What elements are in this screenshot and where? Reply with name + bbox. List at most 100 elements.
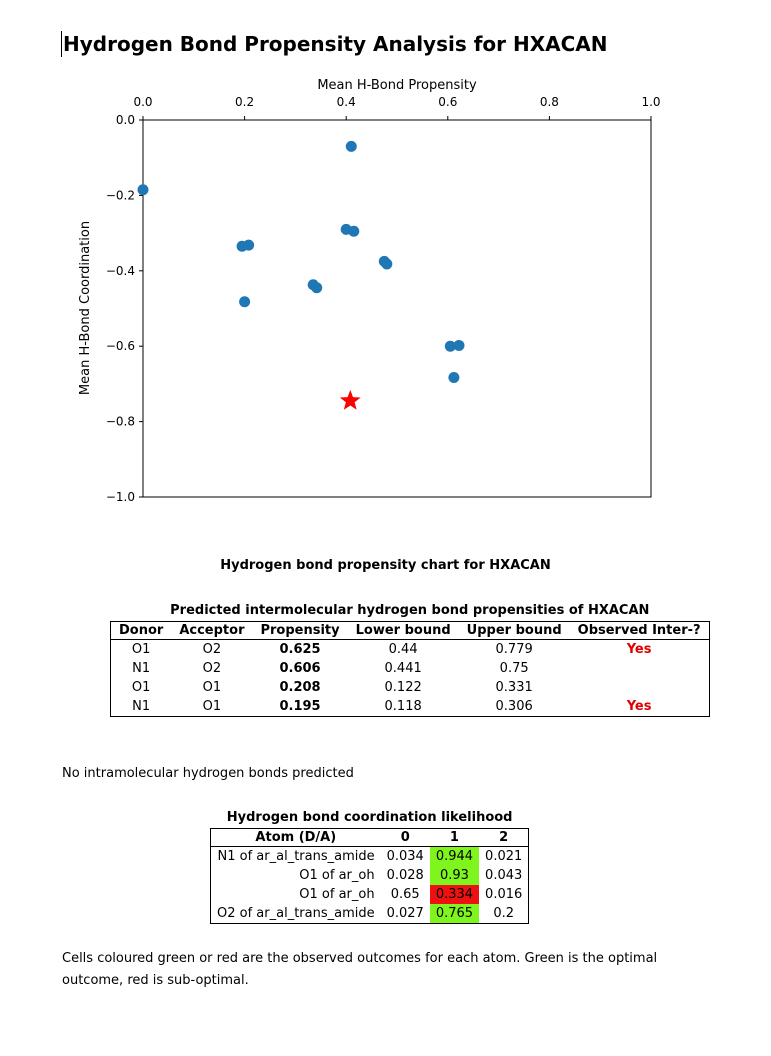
donor-cell: O1 — [131, 642, 151, 657]
header-atom: Atom (D/A) — [210, 828, 381, 847]
coord-1-cell: 0.944 — [429, 846, 480, 866]
data-point — [311, 282, 323, 294]
table-row: N1 O2 0.606 0.441 0.75 — [111, 659, 710, 678]
data-point — [444, 340, 456, 352]
x-axis-label: Mean H-Bond Propensity — [317, 78, 477, 93]
x-tick-label: 1.0 — [641, 95, 660, 109]
x-tick-label: 0.8 — [540, 95, 559, 109]
y-tick-label: −0.4 — [106, 264, 135, 278]
header-donor: Donor — [110, 621, 172, 640]
table-row: O2 of ar_al_trans_amide 0.027 0.765 0.2 — [211, 904, 529, 924]
chart-caption: Hydrogen bond propensity chart for HXACA… — [220, 558, 551, 573]
table-row: O1 O1 0.208 0.122 0.331 — [111, 678, 710, 697]
atom-cell: N1 of ar_al_trans_amide — [217, 849, 375, 864]
data-point — [239, 296, 251, 308]
y-tick-label: −0.2 — [106, 188, 135, 202]
table-row: N1 O1 0.195 0.118 0.306 Yes — [111, 697, 710, 717]
y-axis-label: Mean H-Bond Coordination — [78, 221, 93, 395]
donor-cell: O1 — [131, 680, 151, 695]
coord-0-cell: 0.65 — [390, 887, 420, 902]
table-row: O1 of ar_oh 0.65 0.334 0.016 — [211, 885, 529, 904]
donor-cell: N1 — [132, 661, 151, 676]
propensity-table-section: Predicted intermolecular hydrogen bond p… — [110, 603, 710, 717]
acceptor-cell: O2 — [202, 661, 222, 676]
x-tick-label: 0.6 — [438, 95, 457, 109]
header-lower-bound: Lower bound — [347, 621, 459, 640]
coord-0-cell: 0.027 — [386, 906, 424, 921]
table-row: N1 of ar_al_trans_amide 0.034 0.944 0.02… — [211, 846, 529, 866]
propensity-table-title: Predicted intermolecular hydrogen bond p… — [170, 603, 650, 618]
x-axis-ticks: 0.0 0.2 0.4 0.6 0.8 1.0 — [133, 95, 661, 120]
observed-cell — [570, 678, 709, 697]
document-title: Hydrogen Bond Propensity Analysis for HX… — [61, 31, 608, 57]
star-marker — [339, 389, 361, 410]
coord-2-cell: 0.016 — [485, 887, 523, 902]
data-point — [381, 258, 393, 270]
lower-bound-cell: 0.441 — [384, 661, 422, 676]
header-acceptor: Acceptor — [171, 621, 253, 640]
intramolecular-note: No intramolecular hydrogen bonds predict… — [62, 766, 354, 781]
atom-cell: O1 of ar_oh — [299, 887, 375, 902]
y-axis-ticks: 0.0 −0.2 −0.4 −0.6 −0.8 −1.0 — [106, 113, 143, 504]
observed-cell: Yes — [626, 642, 652, 657]
data-point — [345, 140, 357, 152]
propensity-table-header: Donor Acceptor Propensity Lower bound Up… — [110, 621, 710, 640]
acceptor-cell: O1 — [202, 699, 222, 714]
propensity-cell: 0.606 — [279, 661, 321, 676]
propensity-cell: 0.208 — [279, 680, 321, 695]
upper-bound-cell: 0.331 — [495, 680, 533, 695]
data-point — [243, 239, 255, 251]
header-0: 0 — [380, 828, 430, 847]
data-points — [137, 140, 465, 383]
upper-bound-cell: 0.306 — [495, 699, 533, 714]
observed-cell: Yes — [626, 699, 652, 714]
table-row: O1 of ar_oh 0.028 0.93 0.043 — [211, 866, 529, 885]
coord-2-cell: 0.2 — [493, 906, 514, 921]
data-point — [348, 225, 360, 237]
propensity-cell: 0.625 — [279, 642, 321, 657]
y-tick-label: −1.0 — [106, 490, 135, 504]
coord-1-cell: 0.93 — [429, 866, 480, 885]
atom-cell: O2 of ar_al_trans_amide — [217, 906, 375, 921]
observed-cell — [570, 659, 709, 678]
donor-cell: N1 — [132, 699, 151, 714]
x-tick-label: 0.2 — [235, 95, 254, 109]
table-row: O1 O2 0.625 0.44 0.779 Yes — [111, 640, 710, 660]
coord-0-cell: 0.028 — [386, 868, 424, 883]
acceptor-cell: O1 — [202, 680, 222, 695]
lower-bound-cell: 0.118 — [384, 699, 422, 714]
propensity-scatter-chart: 0.0 0.2 0.4 0.6 0.8 1.0 0.0 −0.2 −0.4 −0.6 −0.8 −1… — [78, 78, 661, 504]
upper-bound-cell: 0.779 — [495, 642, 533, 657]
propensity-cell: 0.195 — [279, 699, 321, 714]
x-tick-label: 0.0 — [133, 95, 152, 109]
coord-0-cell: 0.034 — [386, 849, 424, 864]
coordination-table-title: Hydrogen bond coordination likelihood — [226, 810, 513, 825]
data-point — [137, 184, 149, 196]
upper-bound-cell: 0.75 — [499, 661, 529, 676]
acceptor-cell: O2 — [202, 642, 222, 657]
header-propensity: Propensity — [252, 621, 348, 640]
header-1: 1 — [429, 828, 480, 847]
plot-area-frame — [142, 119, 652, 498]
coordination-table-section: Hydrogen bond coordination likelihood At… — [210, 810, 530, 924]
propensity-table: Donor Acceptor Propensity Lower bound Up… — [110, 621, 710, 717]
data-point — [453, 339, 465, 351]
header-2: 2 — [479, 828, 529, 847]
lower-bound-cell: 0.122 — [384, 680, 422, 695]
coordination-table-header: Atom (D/A) 0 1 2 — [210, 828, 529, 847]
y-tick-label: 0.0 — [116, 113, 135, 127]
y-tick-label: −0.6 — [106, 339, 135, 353]
atom-cell: O1 of ar_oh — [299, 868, 375, 883]
data-point — [448, 371, 460, 383]
coord-1-cell: 0.765 — [429, 904, 480, 924]
coord-2-cell: 0.021 — [485, 849, 523, 864]
highlight-marker — [339, 389, 361, 410]
coord-1-cell: 0.334 — [429, 885, 480, 904]
header-observed: Observed Inter-? — [569, 621, 710, 640]
y-tick-label: −0.8 — [106, 415, 135, 429]
coordination-table: Atom (D/A) 0 1 2 N1 of ar_al_trans_amide… — [210, 828, 530, 924]
coord-2-cell: 0.043 — [485, 868, 523, 883]
x-tick-label: 0.4 — [337, 95, 356, 109]
footnote: Cells coloured green or red are the obse… — [62, 951, 658, 988]
header-upper-bound: Upper bound — [458, 621, 570, 640]
